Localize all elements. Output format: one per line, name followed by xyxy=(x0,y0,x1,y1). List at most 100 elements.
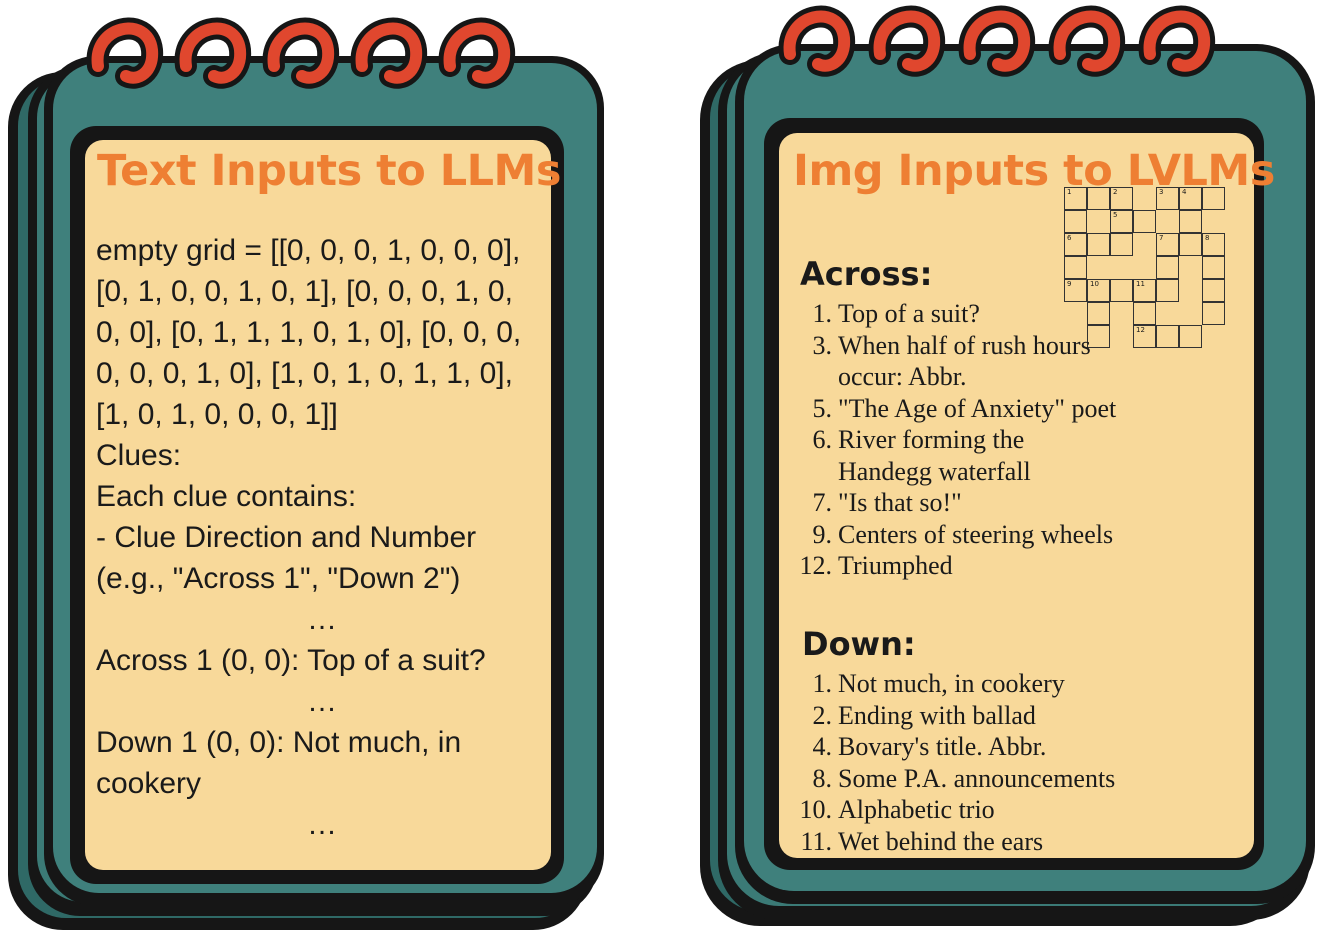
left-binder-rings xyxy=(86,17,516,89)
clue-number: 1. xyxy=(812,299,833,328)
clue-text: "Is that so!" xyxy=(838,488,962,517)
clue-number: 12. xyxy=(799,551,833,580)
grid-cell xyxy=(1179,210,1202,233)
text-line: 0, 0], [0, 1, 1, 1, 0, 1, 0], [0, 0, 0, xyxy=(96,316,522,349)
grid-cell: 4 xyxy=(1179,187,1202,210)
grid-cell: 11 xyxy=(1133,279,1156,302)
clue-text: Alphabetic trio xyxy=(838,795,995,824)
grid-cell: 3 xyxy=(1156,187,1179,210)
text-line: cookery xyxy=(96,767,202,800)
grid-cell xyxy=(1064,256,1087,279)
left-notebook xyxy=(8,17,604,930)
grid-cell xyxy=(1202,279,1225,302)
grid-cell xyxy=(1087,187,1110,210)
grid-cell: 10 xyxy=(1087,279,1110,302)
clue-number: 2. xyxy=(812,700,833,730)
ellipsis: … xyxy=(307,685,337,718)
clue-number: 6. xyxy=(812,425,833,454)
text-line: [1, 0, 1, 0, 0, 0, 1]] xyxy=(96,398,338,431)
right-notebook xyxy=(700,5,1315,926)
ellipsis: … xyxy=(307,808,337,841)
ellipsis: … xyxy=(307,603,337,636)
clue-text: Wet behind the ears xyxy=(838,826,1044,856)
across-clue: 12. Triumphed xyxy=(780,550,1250,582)
grid-cell xyxy=(1110,233,1133,256)
down-clue: 4. Bovary's title. Abbr. xyxy=(780,731,1250,763)
down-clue-list: 1. Not much, in cookery 2. Ending with ball… xyxy=(780,668,1250,857)
clue-number: 8. xyxy=(812,763,833,793)
crossword-grid: 1 2 3 4 5 6 7 8 9 10 11 12 xyxy=(1064,187,1225,394)
clue-number xyxy=(780,361,838,393)
across-clue: 6. River forming the xyxy=(780,424,1250,456)
clue-text: Handegg waterfall xyxy=(838,456,1031,486)
down-heading: Down: xyxy=(802,625,916,663)
text-line: - Clue Direction and Number xyxy=(96,521,477,554)
grid-cell: 5 xyxy=(1110,210,1133,233)
grid-cell xyxy=(1179,233,1202,256)
clue-text: Some P.A. announcements xyxy=(838,763,1116,793)
across-heading: Across: xyxy=(800,255,933,293)
across-clue: Handegg waterfall xyxy=(780,456,1250,488)
grid-cell xyxy=(1156,325,1179,348)
clue-text: occur: Abbr. xyxy=(838,362,967,391)
down-clue: 2. Ending with ballad xyxy=(780,700,1250,732)
across-clue: 9. Centers of steering wheels xyxy=(780,519,1250,551)
text-line: Down 1 (0, 0): Not much, in xyxy=(96,726,462,759)
down-clue: 11. Wet behind the ears xyxy=(780,826,1250,858)
clue-number: 11. xyxy=(800,826,832,856)
clue-number: 3. xyxy=(812,330,833,360)
down-clue: 10. Alphabetic trio xyxy=(780,794,1250,826)
grid-cell xyxy=(1087,302,1110,325)
text-line: Each clue contains: xyxy=(96,480,357,513)
grid-cell: 2 xyxy=(1110,187,1133,210)
image-input-panel: Img Inputs to LVLMs 1 2 3 4 5 6 7 8 9 10 11 12 Acro… xyxy=(780,133,1275,858)
clue-text: "The Age of Anxiety" poet xyxy=(838,393,1117,423)
grid-cell xyxy=(1156,256,1179,279)
down-clue: 1. Not much, in cookery xyxy=(780,668,1250,700)
clue-number: 4. xyxy=(812,732,833,761)
across-clue: 3. When half of rush hours xyxy=(780,330,1250,362)
across-clue: occur: Abbr. xyxy=(780,361,1250,393)
text-line: [0, 1, 0, 0, 1, 0, 1], [0, 0, 0, 1, 0, xyxy=(96,275,513,308)
clue-number: 7. xyxy=(812,488,833,517)
grid-cell xyxy=(1156,279,1179,302)
grid-cell xyxy=(1179,325,1202,348)
right-binder-rings xyxy=(778,5,1216,77)
down-clue: 8. Some P.A. announcements xyxy=(780,763,1250,795)
text-input-title: Text Inputs to LLMs xyxy=(97,146,561,196)
grid-cell: 9 xyxy=(1064,279,1087,302)
across-clue-list: 1. Top of a suit? 3. When half of rush hour… xyxy=(780,298,1250,582)
grid-cell xyxy=(1087,233,1110,256)
grid-cell: 1 xyxy=(1064,187,1087,210)
clue-text: Top of a suit? xyxy=(838,299,980,328)
clue-text: Triumphed xyxy=(838,551,953,580)
across-clue: 5. "The Age of Anxiety" poet xyxy=(780,393,1250,425)
across-clue: 7. "Is that so!" xyxy=(780,487,1250,519)
clue-text: Centers of steering wheels xyxy=(838,519,1114,549)
grid-cell xyxy=(1202,256,1225,279)
grid-cell: 6 xyxy=(1064,233,1087,256)
text-line: 0, 0, 0, 1, 0], [1, 0, 1, 0, 1, 1, 0], xyxy=(96,357,513,390)
text-input-body: empty grid = [[0, 0, 0, 1, 0, 0, 0], [0,… xyxy=(96,230,548,845)
grid-cell: 12 xyxy=(1133,325,1156,348)
grid-cell xyxy=(1087,325,1110,348)
clue-number xyxy=(780,456,838,488)
clue-number: 9. xyxy=(812,519,833,549)
clue-text: When half of rush hours xyxy=(838,330,1091,360)
text-input-panel: Text Inputs to LLMs empty grid = [[0, 0,… xyxy=(87,146,561,866)
text-line: (e.g., "Across 1", "Down 2") xyxy=(96,562,461,595)
grid-cell xyxy=(1133,302,1156,325)
grid-cell xyxy=(1202,187,1225,210)
grid-cell: 8 xyxy=(1202,233,1225,256)
grid-cell xyxy=(1133,210,1156,233)
clue-text: Not much, in cookery xyxy=(838,669,1065,698)
clue-text: River forming the xyxy=(838,425,1025,454)
across-clue: 1. Top of a suit? xyxy=(780,298,1250,330)
text-line: empty grid = [[0, 0, 0, 1, 0, 0, 0], xyxy=(96,234,521,267)
clue-number: 1. xyxy=(812,669,833,698)
text-line: Clues: xyxy=(96,439,182,472)
clue-text: Bovary's title. Abbr. xyxy=(838,732,1047,761)
clue-number: 10. xyxy=(799,795,833,824)
grid-cell xyxy=(1110,279,1133,302)
